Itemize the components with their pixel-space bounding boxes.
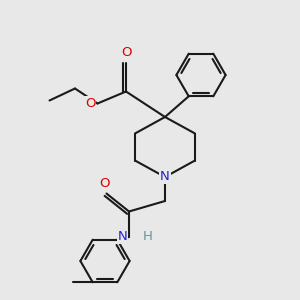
Text: N: N [160,170,170,184]
Text: O: O [100,177,110,190]
Text: N: N [118,230,128,244]
Text: O: O [121,46,131,59]
Text: O: O [85,97,95,110]
Text: H: H [142,230,152,244]
